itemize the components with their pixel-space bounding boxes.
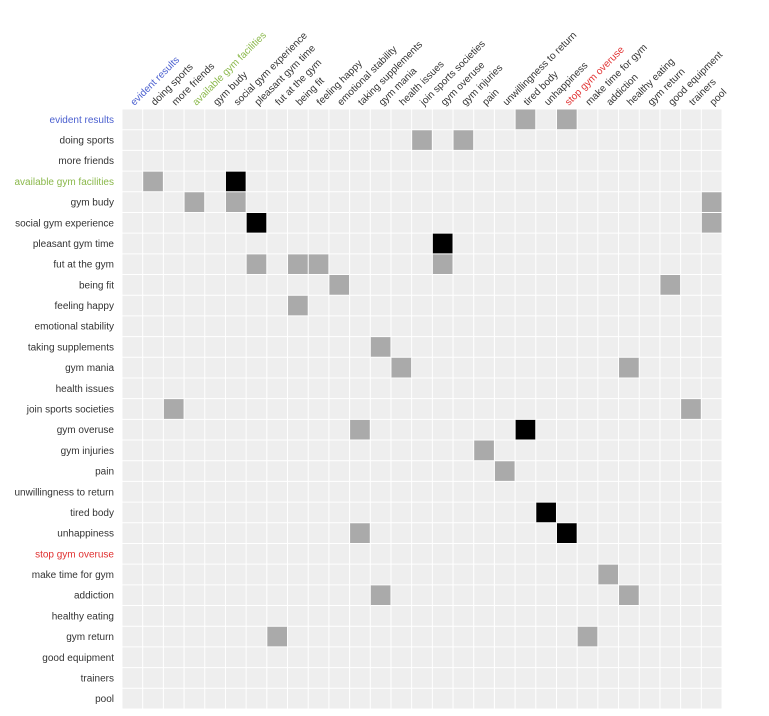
row-label-gym-return: gym return [66,632,114,643]
matrix-cell-5-6 [246,212,267,234]
row-label-pain: pain [95,467,114,478]
matrix-cell-16-17 [473,440,495,461]
matrix-cell-15-11 [349,419,371,441]
matrix-cell-12-24 [618,357,640,378]
row-label-tired-body: tired body [70,508,114,519]
matrix-cell-1-16 [453,129,474,151]
grid-layer [121,108,723,710]
matrix-cell-3-1 [142,171,164,192]
matrix-cell-25-7 [266,626,288,647]
matrix-cell-12-13 [390,357,412,378]
row-label-good-equipment: good equipment [42,653,114,664]
matrix-cell-0-19 [515,109,536,130]
matrix-cell-11-12 [370,336,391,358]
matrix-cell-7-9 [308,253,329,275]
row-label-fut-at-the-gym: fut at the gym [53,260,114,271]
row-label-taking-supplements: taking supplements [28,342,114,353]
matrix-cell-1-14 [411,129,433,151]
cells-layer [142,109,722,647]
matrix-cell-15-19 [515,419,536,441]
matrix-cell-9-8 [287,295,309,316]
row-label-being-fit: being fit [79,280,114,291]
row-label-trainers: trainers [81,673,114,684]
matrix-cell-20-11 [349,522,371,544]
matrix-cell-3-5 [225,171,247,192]
row-label-available-gym-facilities: available gym facilities [15,177,115,188]
matrix-cell-4-5 [225,191,247,213]
row-label-unhappiness: unhappiness [57,529,114,540]
row-label-more-friends: more friends [58,156,114,167]
row-label-doing-sports: doing sports [60,136,114,147]
matrix-cell-23-24 [618,584,640,606]
row-label-health-issues: health issues [56,384,114,395]
row-labels: evident results doing sports more friends a… [15,115,115,705]
matrix-cell-19-20 [535,502,557,523]
row-label-addiction: addiction [74,591,114,602]
row-label-pool: pool [95,694,114,705]
matrix-cell-17-18 [494,460,516,482]
row-label-gym-mania: gym mania [65,363,114,374]
matrix-cell-22-23 [597,564,619,585]
row-label-stop-gym-overuse: stop gym overuse [35,549,114,560]
matrix-background [122,109,722,709]
row-label-make-time-for-gym: make time for gym [32,570,114,581]
matrix-cell-8-26 [659,274,681,296]
matrix-cell-7-6 [246,253,267,275]
matrix-cell-23-12 [370,584,391,606]
matrix-cell-14-2 [163,398,185,420]
matrix-cell-7-15 [432,253,454,275]
matrix-cell-7-8 [287,253,309,275]
row-label-pleasant-gym-time: pleasant gym time [33,239,115,250]
matrix-cell-4-28 [701,191,722,213]
row-label-gym-injuries: gym injuries [61,446,114,457]
matrix-cell-0-21 [556,109,578,130]
row-label-feeling-happy: feeling happy [55,301,115,312]
matrix-cell-6-15 [432,233,454,254]
matrix-cell-20-21 [556,522,578,544]
row-label-unwillingness-to-return: unwillingness to return [15,487,115,498]
row-label-gym-budy: gym budy [71,198,114,209]
row-label-social-gym-experience: social gym experience [15,218,114,229]
matrix-cell-8-10 [328,274,350,296]
row-label-emotional-stability: emotional stability [35,322,114,333]
row-label-join-sports-societies: join sports societies [26,405,114,416]
matrix-cell-5-28 [701,212,722,234]
matrix-cell-25-22 [577,626,598,647]
matrix-cell-14-27 [680,398,702,420]
matrix-cell-4-3 [184,191,205,213]
row-label-healthy-eating: healthy eating [52,611,114,622]
row-label-evident-results: evident results [50,115,114,126]
row-label-gym-overuse: gym overuse [57,425,115,436]
